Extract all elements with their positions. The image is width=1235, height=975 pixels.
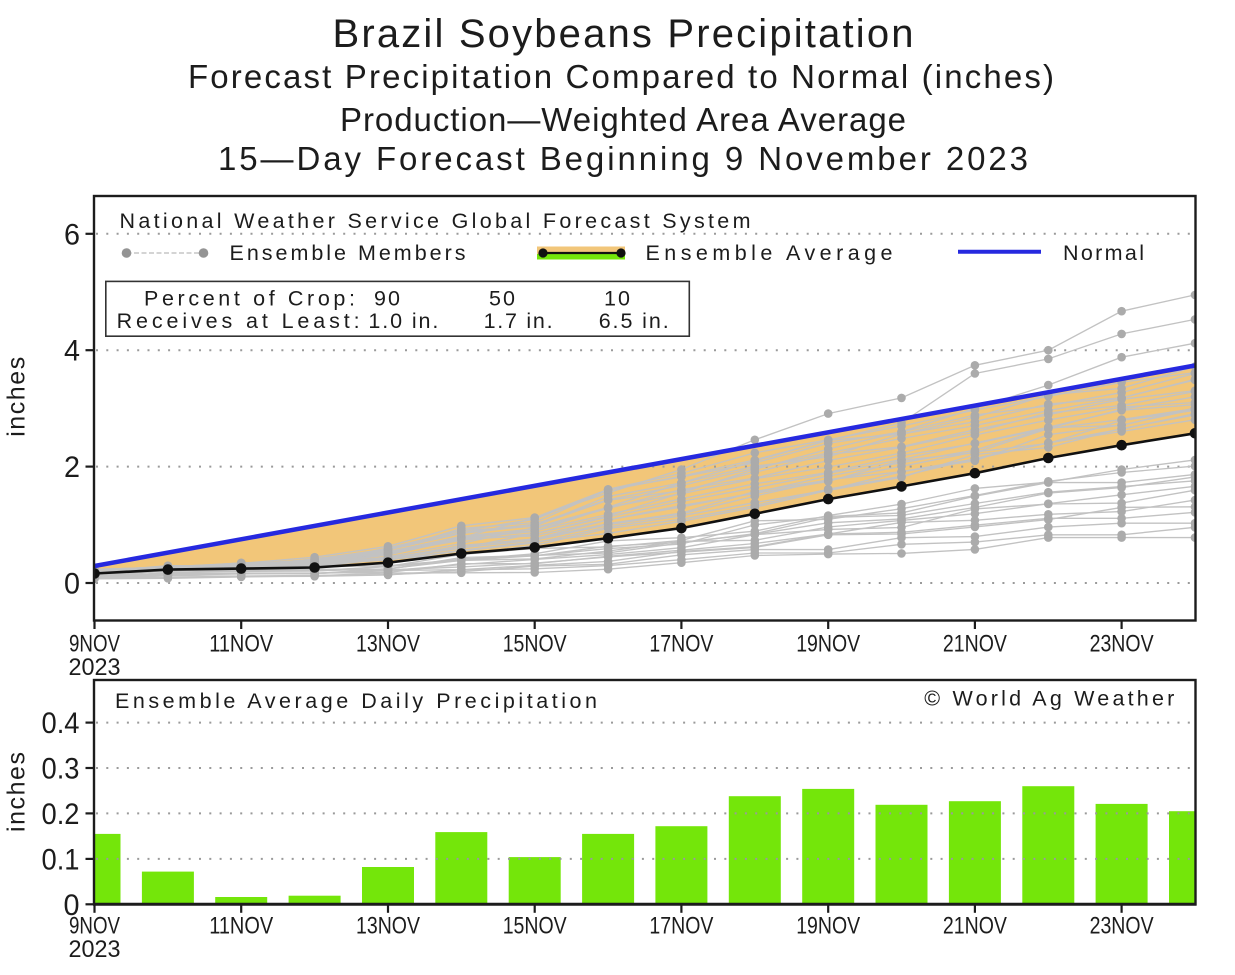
svg-text:19NOV: 19NOV [796,631,860,658]
svg-text:17NOV: 17NOV [649,913,713,940]
svg-text:Ensemble Average: Ensemble Average [646,241,893,265]
svg-text:0.2: 0.2 [42,798,80,831]
svg-text:0: 0 [64,889,80,922]
svg-text:21NOV: 21NOV [943,913,1007,940]
svg-text:9NOV: 9NOV [69,631,120,658]
svg-text:0.4: 0.4 [42,707,80,740]
svg-text:1.0 in.: 1.0 in. [368,309,438,333]
svg-text:Production—Weighted Area Avera: Production—Weighted Area Average [340,101,906,138]
svg-text:23NOV: 23NOV [1090,631,1154,658]
svg-text:90: 90 [374,287,402,311]
svg-text:17NOV: 17NOV [649,631,713,658]
svg-text:2023: 2023 [69,936,121,963]
svg-text:13NOV: 13NOV [356,631,420,658]
svg-text:1.7 in.: 1.7 in. [484,309,553,333]
svg-text:0: 0 [64,568,80,601]
svg-text:6: 6 [64,218,80,251]
svg-text:11NOV: 11NOV [209,631,273,658]
svg-text:inches: inches [3,752,31,832]
svg-text:2: 2 [64,451,80,484]
svg-text:13NOV: 13NOV [356,913,420,940]
svg-text:Forecast Precipitation Compare: Forecast Precipitation Compared to Norma… [188,58,1054,95]
svg-text:National Weather Service Globa: National Weather Service Global Forecast… [120,209,751,233]
svg-text:11NOV: 11NOV [209,913,273,940]
svg-text:21NOV: 21NOV [943,631,1007,658]
svg-text:23NOV: 23NOV [1090,913,1154,940]
svg-text:9NOV: 9NOV [69,913,120,940]
svg-text:15NOV: 15NOV [503,913,567,940]
svg-text:2023: 2023 [69,654,121,681]
svg-text:4: 4 [64,335,80,368]
svg-text:0.1: 0.1 [42,843,80,876]
svg-text:50: 50 [489,287,517,311]
svg-text:19NOV: 19NOV [796,913,860,940]
svg-text:Receives at Least:: Receives at Least: [117,309,360,333]
svg-text:15—Day Forecast Beginning 9 No: 15—Day Forecast Beginning 9 November 202… [218,140,1028,177]
svg-text:inches: inches [3,357,31,437]
svg-text:10: 10 [604,287,632,311]
svg-text:15NOV: 15NOV [503,631,567,658]
svg-text:Brazil Soybeans Precipitation: Brazil Soybeans Precipitation [333,12,914,56]
svg-text:6.5 in.: 6.5 in. [599,309,669,333]
svg-text:0.3: 0.3 [42,753,80,786]
svg-text:© World Ag Weather: © World Ag Weather [924,687,1174,711]
